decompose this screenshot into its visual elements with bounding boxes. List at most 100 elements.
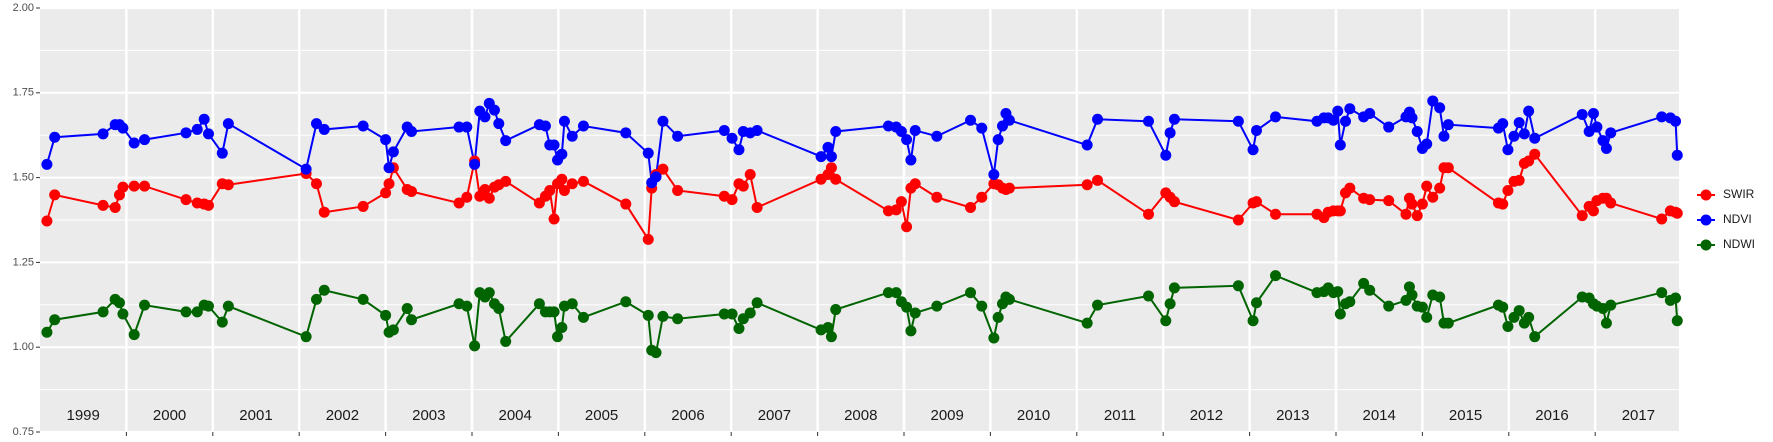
- data-point: [1247, 144, 1259, 156]
- data-point: [1232, 280, 1244, 292]
- data-point: [1081, 317, 1093, 329]
- data-point: [109, 201, 121, 213]
- data-point: [1364, 194, 1376, 206]
- x-tick-label: 2003: [412, 407, 445, 424]
- data-point: [1092, 113, 1104, 125]
- data-point: [1421, 138, 1433, 150]
- data-point: [895, 125, 907, 137]
- data-point: [1508, 130, 1520, 142]
- data-point: [733, 144, 745, 156]
- data-point: [1339, 115, 1351, 127]
- data-point: [672, 184, 684, 196]
- legend-label: NDVI: [1723, 212, 1752, 226]
- data-point: [1605, 197, 1617, 209]
- data-point: [905, 154, 917, 166]
- data-point: [49, 314, 61, 326]
- data-point: [1502, 321, 1514, 333]
- data-point: [318, 123, 330, 135]
- legend-label: SWIR: [1723, 187, 1755, 201]
- data-point: [1332, 105, 1344, 117]
- x-tick-label: 2016: [1535, 407, 1568, 424]
- data-point: [1160, 315, 1172, 327]
- data-point: [453, 121, 465, 133]
- data-point: [357, 200, 369, 212]
- data-point: [1421, 311, 1433, 323]
- data-point: [1383, 195, 1395, 207]
- data-point: [825, 151, 837, 163]
- data-point: [988, 169, 1000, 181]
- data-point: [726, 194, 738, 206]
- x-tick-label: 2013: [1276, 407, 1309, 424]
- data-point: [1576, 210, 1588, 222]
- data-point: [976, 191, 988, 203]
- data-point: [180, 306, 192, 318]
- y-tick-label: 0.75: [13, 426, 34, 438]
- data-point: [1605, 127, 1617, 139]
- data-point: [552, 331, 564, 343]
- data-point: [556, 322, 568, 334]
- data-point: [1416, 198, 1428, 210]
- x-tick-label: 2006: [671, 407, 704, 424]
- data-point: [548, 306, 560, 318]
- data-point: [1406, 112, 1418, 124]
- data-point: [1671, 315, 1683, 327]
- data-point: [380, 309, 392, 321]
- data-point: [1656, 111, 1668, 123]
- legend-key-point: [1700, 189, 1712, 201]
- data-point: [909, 178, 921, 190]
- data-point: [825, 331, 837, 343]
- data-point: [1364, 284, 1376, 296]
- data-point: [1383, 121, 1395, 133]
- data-point: [751, 124, 763, 136]
- data-point: [1092, 174, 1104, 186]
- data-point: [1523, 105, 1535, 117]
- data-point: [533, 298, 545, 310]
- data-point: [1270, 270, 1282, 282]
- data-point: [1400, 208, 1412, 220]
- data-point: [1656, 213, 1668, 225]
- data-point: [1251, 297, 1263, 309]
- data-point: [1513, 174, 1525, 186]
- data-point: [1497, 198, 1509, 210]
- data-point: [830, 125, 842, 137]
- data-point: [202, 128, 214, 140]
- data-point: [180, 127, 192, 139]
- data-point: [909, 307, 921, 319]
- data-point: [976, 300, 988, 312]
- data-point: [1518, 128, 1530, 140]
- data-point: [556, 173, 568, 185]
- data-point: [965, 114, 977, 126]
- data-point: [1332, 286, 1344, 298]
- data-point: [310, 178, 322, 190]
- data-point: [383, 162, 395, 174]
- data-point: [310, 118, 322, 130]
- data-point: [1529, 148, 1541, 160]
- data-point: [657, 163, 669, 175]
- data-point: [49, 189, 61, 201]
- data-point: [672, 313, 684, 325]
- data-point: [1529, 331, 1541, 343]
- data-point: [488, 104, 500, 116]
- data-point: [500, 175, 512, 187]
- data-point: [191, 306, 203, 318]
- legend-key-point: [1700, 239, 1712, 251]
- y-tick-label: 1.50: [13, 172, 34, 184]
- data-point: [815, 151, 827, 163]
- data-point: [41, 326, 53, 338]
- data-point: [931, 191, 943, 203]
- data-point: [128, 329, 140, 341]
- data-point: [479, 111, 491, 123]
- data-point: [548, 213, 560, 225]
- data-point: [222, 179, 234, 191]
- data-point: [1434, 291, 1446, 303]
- data-point: [1334, 308, 1346, 320]
- data-point: [539, 120, 551, 132]
- y-tick-label: 1.75: [13, 87, 34, 99]
- x-tick-label: 2014: [1363, 407, 1396, 424]
- data-point: [1600, 142, 1612, 154]
- data-point: [1523, 311, 1535, 323]
- data-point: [117, 308, 129, 320]
- data-point: [1442, 119, 1454, 131]
- data-point: [1670, 292, 1682, 304]
- x-tick-label: 1999: [67, 407, 100, 424]
